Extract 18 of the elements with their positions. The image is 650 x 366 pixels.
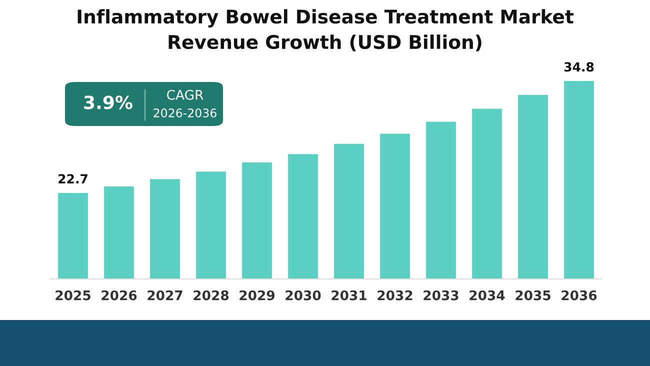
x-tick-label: 2034 bbox=[470, 290, 505, 300]
x-tick-label: 2035 bbox=[516, 290, 550, 300]
annotation: 2026-2036 bbox=[154, 108, 216, 118]
chart-title: Inflammatory Bowel Disease Treatment Market Revenue Growth (USD Billion) bbox=[78, 9, 574, 52]
x-tick-label: 2033 bbox=[424, 290, 458, 300]
data-label: 34.8 bbox=[564, 62, 594, 72]
x-tick-label: 2025 bbox=[56, 290, 90, 300]
x-tick-label: 2028 bbox=[194, 290, 229, 300]
annotation: CAGR bbox=[167, 90, 204, 100]
x-tick-label: 2036 bbox=[562, 290, 597, 300]
x-tick-label: 2031 bbox=[332, 290, 366, 300]
x-tick-label: 2026 bbox=[102, 290, 137, 300]
x-tick-label: 2029 bbox=[240, 290, 275, 300]
x-tick-label: 2030 bbox=[286, 290, 321, 300]
annotation: 3.9% bbox=[84, 96, 132, 110]
x-tick-label: 2032 bbox=[378, 290, 412, 300]
data-label: 22.7 bbox=[58, 174, 88, 184]
x-tick-label: 2027 bbox=[148, 290, 182, 300]
